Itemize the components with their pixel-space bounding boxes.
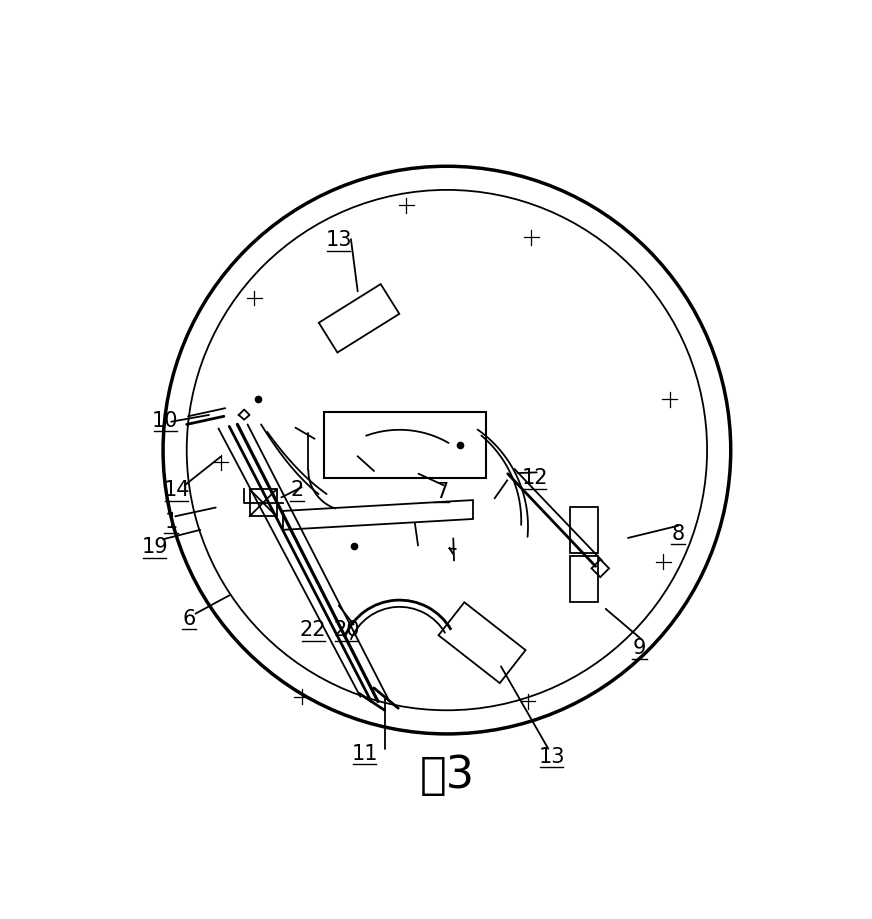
Text: 1: 1 [165,512,178,531]
Text: 7: 7 [435,482,448,501]
Text: 图3: 图3 [419,754,474,796]
Text: 22: 22 [300,619,326,640]
Text: 13: 13 [538,745,565,766]
Bar [570,557,598,603]
Text: 11: 11 [351,743,378,763]
Text: 20: 20 [334,619,360,640]
Bar [324,413,486,479]
Bar [570,507,598,553]
Text: 6: 6 [182,608,195,628]
Text: 9: 9 [633,638,646,658]
Text: 14: 14 [163,480,190,500]
Text: 13: 13 [325,230,352,250]
Text: 12: 12 [521,468,548,488]
Text: 10: 10 [152,410,179,430]
Bar [249,490,276,516]
Text: 19: 19 [141,537,168,556]
Text: 8: 8 [671,523,685,543]
Text: 2: 2 [290,480,303,500]
